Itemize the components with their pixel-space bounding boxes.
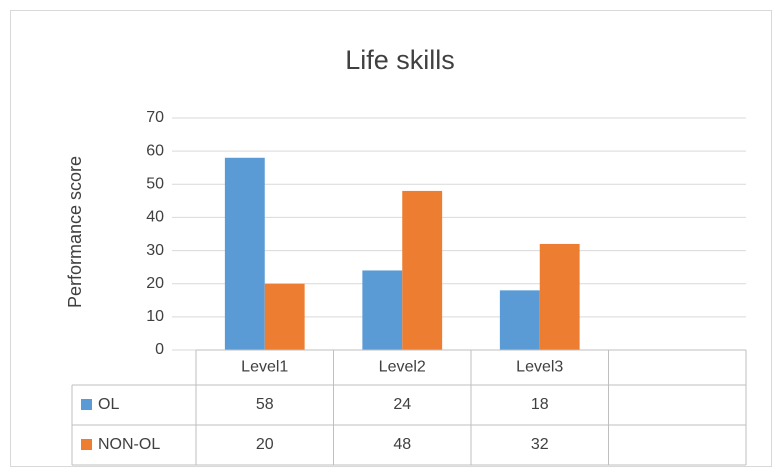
legend-label: OL: [98, 396, 119, 413]
bar: [539, 243, 580, 350]
chart-title: Life skills: [345, 45, 455, 75]
table-value: 48: [393, 436, 411, 453]
bar: [362, 270, 403, 350]
y-tick-label: 10: [146, 308, 164, 325]
legend-swatch: [81, 439, 92, 450]
x-tick-label: Level2: [379, 359, 426, 376]
x-tick-label: Level1: [241, 359, 288, 376]
bar: [499, 290, 540, 350]
chart-frame: [10, 10, 772, 467]
table-value: 20: [256, 436, 274, 453]
table-value: 24: [393, 396, 411, 413]
y-tick-label: 70: [146, 109, 164, 126]
x-tick-label: Level3: [516, 359, 563, 376]
table-value: 18: [531, 396, 549, 413]
y-tick-label: 50: [146, 176, 164, 193]
y-tick-label: 30: [146, 242, 164, 259]
table-value: 58: [256, 396, 274, 413]
table-value: 32: [531, 436, 549, 453]
legend-label: NON-OL: [98, 436, 160, 453]
bar: [224, 157, 265, 350]
bar: [402, 190, 443, 350]
y-tick-label: 20: [146, 275, 164, 292]
y-axis-label: Performance score: [65, 156, 85, 308]
y-tick-label: 0: [155, 341, 164, 358]
y-tick-label: 40: [146, 209, 164, 226]
y-tick-label: 60: [146, 142, 164, 159]
legend-swatch: [81, 399, 92, 410]
bar: [264, 283, 305, 350]
